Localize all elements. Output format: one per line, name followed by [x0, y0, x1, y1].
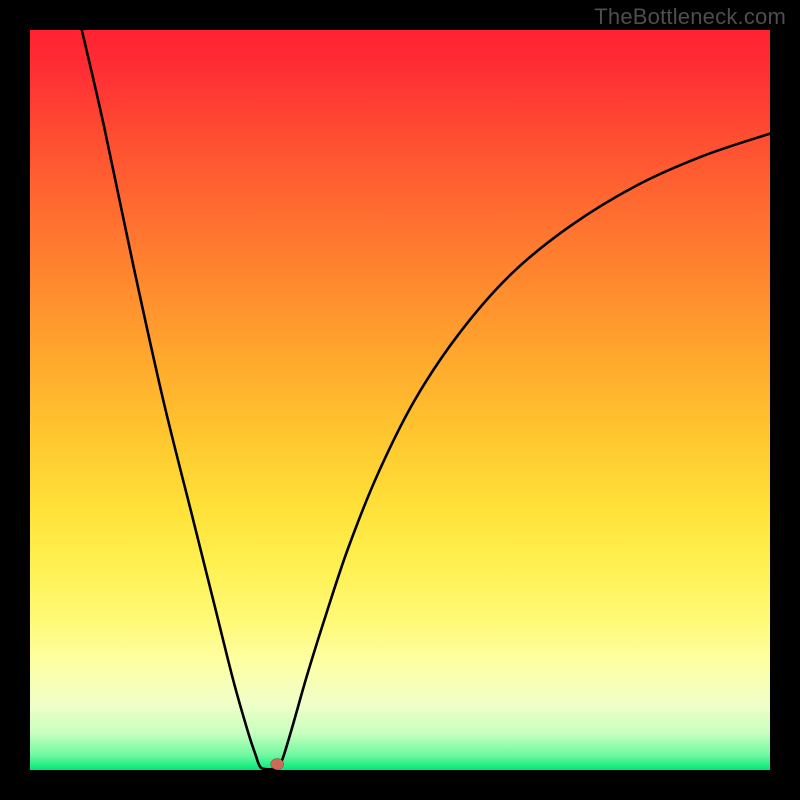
bottleneck-chart	[0, 0, 800, 800]
chart-container: TheBottleneck.com	[0, 0, 800, 800]
watermark-text: TheBottleneck.com	[594, 4, 786, 30]
optimal-point-marker	[271, 759, 284, 770]
plot-gradient-bg	[30, 30, 770, 770]
